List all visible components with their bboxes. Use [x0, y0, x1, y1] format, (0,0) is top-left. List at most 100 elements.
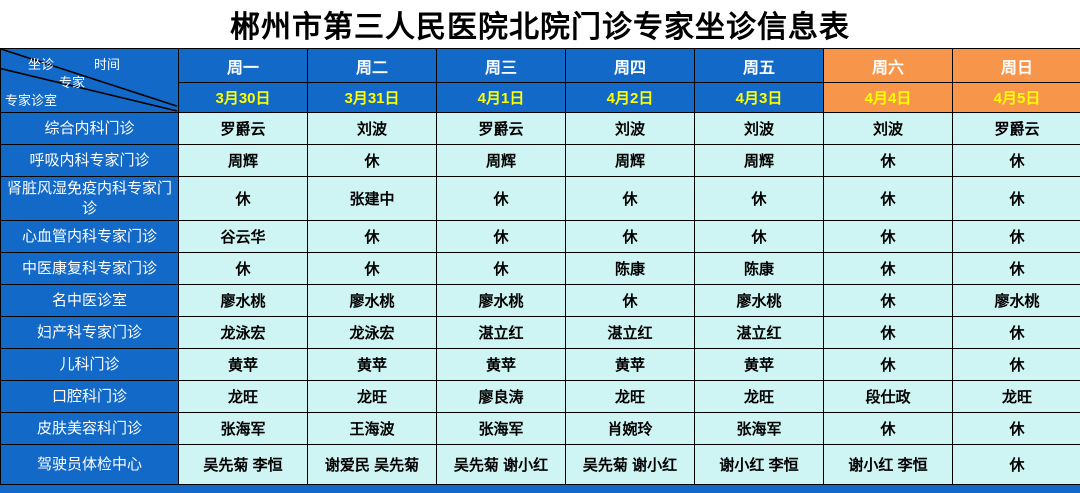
department-cell: 儿科门诊: [0, 348, 179, 381]
schedule-cell: 刘波: [823, 112, 953, 145]
schedule-cell: 湛立红: [694, 316, 824, 349]
schedule-cell: 吴先菊 谢小红: [436, 444, 566, 485]
date-header-thu: 4月2日: [565, 82, 695, 113]
schedule-cell: 谢小红 李恒: [823, 444, 953, 485]
weekday-header-mon: 周一: [178, 48, 308, 83]
department-cell: 口腔科门诊: [0, 380, 179, 413]
table-row: 中医康复科专家门诊 休 休 休 陈康 陈康 休 休: [0, 252, 1080, 285]
weekday-header-wed: 周三: [436, 48, 566, 83]
schedule-cell: 张海军: [694, 412, 824, 445]
date-row: 3月30日 3月31日 4月1日 4月2日 4月3日 4月4日 4月5日: [1, 82, 1080, 113]
table-row: 儿科门诊 黄苹 黄苹 黄苹 黄苹 黄苹 休 休: [0, 348, 1080, 381]
schedule-cell: 休: [952, 412, 1080, 445]
schedule-cell: 休: [823, 220, 953, 253]
schedule-cell: 湛立红: [436, 316, 566, 349]
corner-label-shijian: 时间: [94, 57, 121, 72]
schedule-cell: 廖水桃: [178, 284, 308, 317]
date-header-tue: 3月31日: [307, 82, 437, 113]
schedule-cell: 吴先菊 李恒: [178, 444, 308, 485]
date-header-mon: 3月30日: [178, 82, 308, 113]
schedule-cell: 休: [436, 252, 566, 285]
schedule-cell: 段仕政: [823, 380, 953, 413]
department-cell: 呼吸内科专家门诊: [0, 144, 179, 177]
table-row: 妇产科专家门诊 龙泳宏 龙泳宏 湛立红 湛立红 湛立红 休 休: [0, 316, 1080, 349]
schedule-cell: 龙旺: [952, 380, 1080, 413]
date-header-fri: 4月3日: [694, 82, 824, 113]
schedule-cell: 休: [823, 316, 953, 349]
department-cell: 心血管内科专家门诊: [0, 220, 179, 253]
schedule-cell: 刘波: [307, 112, 437, 145]
schedule-cell: 休: [823, 348, 953, 381]
schedule-cell: 休: [823, 412, 953, 445]
schedule-cell: 廖水桃: [436, 284, 566, 317]
schedule-cell: 周辉: [436, 144, 566, 177]
schedule-cell: 休: [178, 252, 308, 285]
schedule-cell: 吴先菊 谢小红: [565, 444, 695, 485]
date-header-sat: 4月4日: [823, 82, 953, 113]
next-row-edge-strip: [0, 485, 1080, 493]
schedule-cell: 休: [823, 144, 953, 177]
schedule-cell: 周辉: [178, 144, 308, 177]
table-row: 皮肤美容科门诊 张海军 王海波 张海军 肖婉玲 张海军 休 休: [0, 412, 1080, 445]
schedule-cell: 刘波: [694, 112, 824, 145]
schedule-cell: 肖婉玲: [565, 412, 695, 445]
table-row: 呼吸内科专家门诊 周辉 休 周辉 周辉 周辉 休 休: [0, 144, 1080, 177]
weekday-header-sun: 周日: [952, 48, 1080, 83]
table-row: 心血管内科专家门诊 谷云华 休 休 休 休 休 休: [0, 220, 1080, 253]
schedule-cell: 黄苹: [565, 348, 695, 381]
table-row: 口腔科门诊 龙旺 龙旺 廖良涛 龙旺 龙旺 段仕政 龙旺: [0, 380, 1080, 413]
schedule-cell: 休: [694, 176, 824, 221]
schedule-cell: 廖水桃: [307, 284, 437, 317]
schedule-cell: 刘波: [565, 112, 695, 145]
department-cell: 皮肤美容科门诊: [0, 412, 179, 445]
corner-label-room: 专家诊室: [5, 93, 58, 108]
corner-label-zhuanjia: 专家: [59, 75, 86, 90]
schedule-cell: 休: [307, 144, 437, 177]
schedule-cell: 休: [952, 444, 1080, 485]
schedule-cell: 廖水桃: [952, 284, 1080, 317]
page-title: 郴州市第三人民医院北院门诊专家坐诊信息表: [230, 11, 850, 44]
table-row: 名中医诊室 廖水桃 廖水桃 廖水桃 休 廖水桃 休 廖水桃: [0, 284, 1080, 317]
schedule-cell: 龙旺: [694, 380, 824, 413]
schedule-cell: 休: [436, 220, 566, 253]
schedule-cell: 陈康: [694, 252, 824, 285]
schedule-cell: 龙旺: [307, 380, 437, 413]
schedule-cell: 周辉: [565, 144, 695, 177]
schedule-cell: 张建中: [307, 176, 437, 221]
date-header-sun: 4月5日: [952, 82, 1080, 113]
schedule-cell: 休: [952, 220, 1080, 253]
schedule-cell: 休: [823, 284, 953, 317]
department-cell: 妇产科专家门诊: [0, 316, 179, 349]
schedule-cell: 罗爵云: [436, 112, 566, 145]
schedule-cell: 休: [952, 316, 1080, 349]
schedule-cell: 廖水桃: [694, 284, 824, 317]
schedule-cell: 休: [565, 176, 695, 221]
weekday-header-fri: 周五: [694, 48, 824, 83]
schedule-cell: 谢小红 李恒: [694, 444, 824, 485]
schedule-cell: 休: [307, 252, 437, 285]
schedule-cell: 黄苹: [307, 348, 437, 381]
schedule-cell: 湛立红: [565, 316, 695, 349]
schedule-cell: 陈康: [565, 252, 695, 285]
weekday-header-tue: 周二: [307, 48, 437, 83]
table-row: 驾驶员体检中心 吴先菊 李恒 谢爱民 吴先菊 吴先菊 谢小红 吴先菊 谢小红 谢…: [0, 444, 1080, 485]
table-row: 肾脏风湿免疫内科专家门诊 休 张建中 休 休 休 休 休: [0, 176, 1080, 221]
department-cell: 驾驶员体检中心: [0, 444, 179, 485]
schedule-cell: 休: [694, 220, 824, 253]
schedule-cell: 休: [823, 176, 953, 221]
weekday-header-sat: 周六: [823, 48, 953, 83]
schedule-cell: 王海波: [307, 412, 437, 445]
schedule-cell: 休: [565, 284, 695, 317]
corner-label-zuozhen: 坐诊: [28, 57, 55, 72]
schedule-cell: 罗爵云: [952, 112, 1080, 145]
date-header-wed: 4月1日: [436, 82, 566, 113]
schedule-cell: 黄苹: [694, 348, 824, 381]
weekday-header-thu: 周四: [565, 48, 695, 83]
diagonal-divider-lines: [1, 49, 178, 112]
schedule-cell: 廖良涛: [436, 380, 566, 413]
schedule-cell: 休: [952, 252, 1080, 285]
schedule-cell: 罗爵云: [178, 112, 308, 145]
schedule-cell: 休: [952, 176, 1080, 221]
department-cell: 中医康复科专家门诊: [0, 252, 179, 285]
